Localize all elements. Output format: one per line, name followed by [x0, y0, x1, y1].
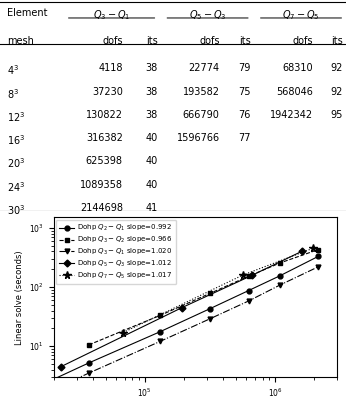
Dohp $Q_7-Q_5$ slope=1.017 [241, 273, 245, 277]
Y-axis label: Linear solve (seconds): Linear solve (seconds) [15, 250, 24, 345]
Text: $16^3$: $16^3$ [7, 133, 25, 147]
Dohp $Q_3-Q_1$ slope=1.020 [316, 265, 320, 269]
Text: dofs: dofs [293, 36, 313, 46]
Dohp $Q_5-Q_3$ slope=1.012 [180, 305, 184, 310]
Dohp $Q_3-Q_2$ slope=0.966 [158, 313, 162, 318]
Text: 38: 38 [145, 63, 157, 73]
Dohp $Q_7-Q_5$ slope=1.017 [311, 246, 315, 251]
Text: $Q_3-Q_1$: $Q_3-Q_1$ [93, 8, 130, 22]
Text: 2144698: 2144698 [80, 203, 123, 213]
Text: 193582: 193582 [183, 87, 220, 97]
Text: 95: 95 [330, 110, 343, 120]
Text: 1596766: 1596766 [176, 133, 220, 143]
Text: $12^3$: $12^3$ [7, 110, 25, 124]
Text: 625398: 625398 [86, 156, 123, 166]
Dohp $Q_3-Q_2$ slope=0.966 [246, 274, 251, 279]
Line: Dohp $Q_7-Q_5$ slope=1.017: Dohp $Q_7-Q_5$ slope=1.017 [119, 245, 317, 336]
Dohp $Q_2-Q_1$ slope=0.992 [246, 288, 251, 293]
Text: 38: 38 [145, 87, 157, 97]
Text: 1089358: 1089358 [80, 180, 123, 190]
Text: 41: 41 [145, 203, 157, 213]
Dohp $Q_5-Q_3$ slope=1.012 [59, 364, 63, 369]
Text: 568046: 568046 [276, 87, 313, 97]
Text: 77: 77 [238, 133, 251, 143]
Dohp $Q_3-Q_1$ slope=1.020 [246, 298, 251, 303]
Text: $Q_5-Q_3$: $Q_5-Q_3$ [189, 8, 227, 22]
Text: 92: 92 [330, 63, 343, 73]
Text: its: its [331, 36, 343, 46]
Dohp $Q_3-Q_1$ slope=1.020 [208, 316, 212, 321]
Text: 75: 75 [238, 87, 251, 97]
Dohp $Q_2-Q_1$ slope=0.992 [278, 273, 282, 278]
Dohp $Q_3-Q_1$ slope=1.020 [278, 282, 282, 287]
Text: its: its [239, 36, 251, 46]
Text: 76: 76 [238, 110, 251, 120]
Text: 92: 92 [330, 87, 343, 97]
Text: $8^3$: $8^3$ [7, 87, 19, 101]
Text: 68310: 68310 [282, 63, 313, 73]
Dohp $Q_3-Q_2$ slope=0.966 [208, 291, 212, 296]
Line: Dohp $Q_2-Q_1$ slope=0.992: Dohp $Q_2-Q_1$ slope=0.992 [0, 254, 321, 399]
Dohp $Q_5-Q_3$ slope=1.012 [300, 249, 304, 254]
Text: 130822: 130822 [86, 110, 123, 120]
Dohp $Q_3-Q_2$ slope=0.966 [316, 247, 320, 252]
Text: $Q_7-Q_5$: $Q_7-Q_5$ [282, 8, 320, 22]
Line: Dohp $Q_3-Q_1$ slope=1.020: Dohp $Q_3-Q_1$ slope=1.020 [0, 264, 321, 399]
Text: 79: 79 [238, 63, 251, 73]
Text: its: its [146, 36, 157, 46]
Dohp $Q_3-Q_2$ slope=0.966 [87, 342, 91, 347]
Text: mesh: mesh [7, 36, 34, 46]
Dohp $Q_2-Q_1$ slope=0.992 [87, 361, 91, 365]
Text: $20^3$: $20^3$ [7, 156, 25, 170]
Text: 4118: 4118 [98, 63, 123, 73]
Line: Dohp $Q_3-Q_2$ slope=0.966: Dohp $Q_3-Q_2$ slope=0.966 [86, 247, 321, 347]
Text: $4^3$: $4^3$ [7, 63, 19, 77]
Legend: Dohp $Q_2-Q_1$ slope=0.992, Dohp $Q_3-Q_2$ slope=0.966, Dohp $Q_3-Q_1$ slope=1.0: Dohp $Q_2-Q_1$ slope=0.992, Dohp $Q_3-Q_… [56, 219, 176, 284]
Text: 40: 40 [145, 180, 157, 190]
Text: dofs: dofs [102, 36, 123, 46]
Text: 666790: 666790 [183, 110, 220, 120]
Dohp $Q_5-Q_3$ slope=1.012 [250, 273, 254, 278]
Text: 40: 40 [145, 156, 157, 166]
Dohp $Q_7-Q_5$ slope=1.017 [121, 330, 125, 335]
Text: 37230: 37230 [92, 87, 123, 97]
Text: $24^3$: $24^3$ [7, 180, 25, 194]
Dohp $Q_2-Q_1$ slope=0.992 [158, 329, 162, 334]
Dohp $Q_3-Q_1$ slope=1.020 [158, 339, 162, 344]
Dohp $Q_2-Q_1$ slope=0.992 [208, 306, 212, 311]
Line: Dohp $Q_5-Q_3$ slope=1.012: Dohp $Q_5-Q_3$ slope=1.012 [58, 249, 304, 369]
Dohp $Q_2-Q_1$ slope=0.992 [316, 254, 320, 259]
Text: Element: Element [7, 8, 47, 18]
Text: dofs: dofs [199, 36, 220, 46]
Text: $30^3$: $30^3$ [7, 203, 25, 217]
Text: 38: 38 [145, 110, 157, 120]
Dohp $Q_3-Q_2$ slope=0.966 [278, 261, 282, 265]
Text: 22774: 22774 [189, 63, 220, 73]
Dohp $Q_3-Q_1$ slope=1.020 [87, 371, 91, 375]
Text: 316382: 316382 [86, 133, 123, 143]
Text: 40: 40 [145, 133, 157, 143]
Text: 1942342: 1942342 [270, 110, 313, 120]
